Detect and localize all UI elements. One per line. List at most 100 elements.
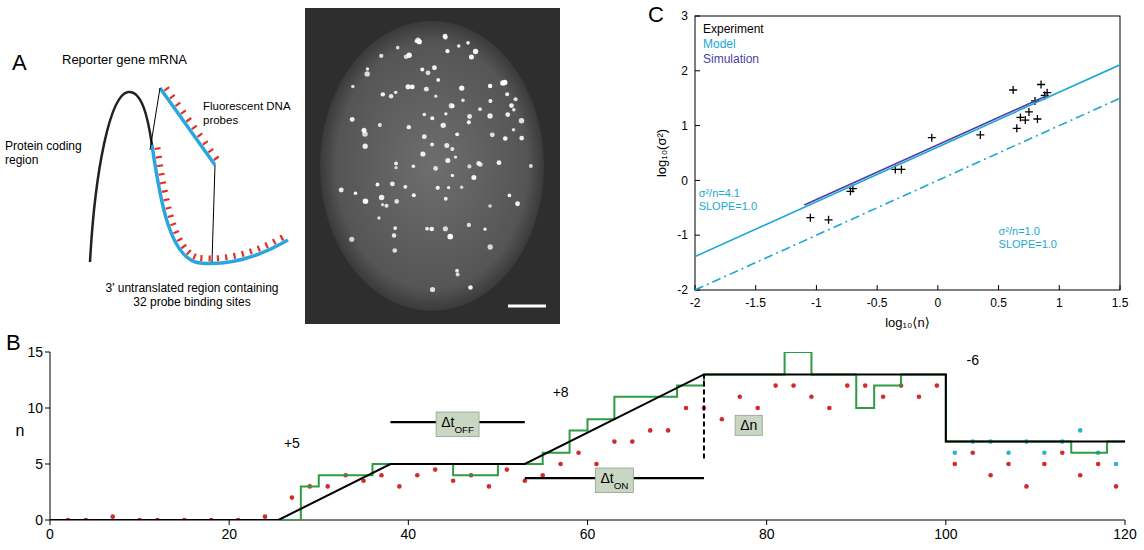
- mrna-spot: [420, 67, 424, 71]
- figure: AReporter gene mRNAFluorescent DNAprobes…: [0, 0, 1144, 550]
- x-tick: [1125, 520, 1126, 525]
- mrna-spot: [394, 162, 398, 166]
- probe: [170, 223, 176, 225]
- probe: [225, 254, 228, 260]
- mrna-spot: [350, 117, 355, 122]
- mrna-spot: [436, 78, 440, 82]
- mrna-spot: [429, 227, 434, 232]
- mrna-spot: [476, 161, 481, 166]
- x-tick: [877, 285, 878, 290]
- mrna-spot: [376, 183, 380, 187]
- y-tick: [695, 125, 700, 126]
- probe: [242, 251, 244, 257]
- y-tick: [45, 352, 50, 353]
- mrna-spot: [488, 99, 492, 103]
- scatter-point: [917, 395, 922, 400]
- x-tick: [408, 520, 409, 525]
- x-tick: [937, 285, 938, 290]
- coding-label: region: [5, 153, 38, 167]
- y-tick: [45, 408, 50, 409]
- x-tick: [755, 285, 756, 290]
- scatter-point: [1114, 484, 1119, 489]
- utr-region: [152, 145, 288, 263]
- scatter-point: [290, 495, 295, 500]
- mrna-spot: [384, 204, 388, 208]
- plot-area: [695, 65, 1120, 290]
- mrna-spot: [444, 143, 449, 148]
- annotation: ΔtOFF: [441, 414, 474, 435]
- mrna-spot: [454, 155, 457, 158]
- mrna-spot: [434, 95, 437, 98]
- x-tick-label: 0: [46, 526, 54, 542]
- probe: [155, 147, 161, 150]
- mrna-spot: [459, 85, 464, 90]
- x-tick-label: 40: [401, 526, 417, 542]
- mrna-spot: [377, 216, 380, 219]
- scatter-point: [1009, 86, 1017, 94]
- scatter-point: [522, 479, 527, 484]
- probe: [250, 249, 252, 255]
- scatter-point: [576, 451, 581, 456]
- scatter-point: [737, 395, 742, 400]
- probe: [273, 239, 276, 244]
- probe: [177, 238, 182, 241]
- probe: [258, 246, 260, 252]
- mrna-spot: [406, 84, 411, 89]
- annotation-subscript: OFF: [454, 424, 474, 435]
- scatter-point: [1060, 451, 1065, 456]
- annotation-subscript: ON: [614, 480, 629, 491]
- scatter-point: [666, 428, 671, 433]
- mrna-spot: [444, 197, 448, 201]
- probe-label: probes: [203, 114, 238, 126]
- scatter-point: [110, 514, 115, 519]
- mrna-spot: [466, 41, 470, 45]
- mrna-spot: [483, 228, 486, 231]
- interval-line: [703, 374, 705, 458]
- legend-entry: Model: [703, 37, 736, 51]
- mrna-spot: [519, 136, 524, 141]
- y-tick-label: -1: [677, 228, 688, 242]
- annotation-line: SLOPE=1.0: [699, 200, 757, 212]
- mrna-spot: [467, 114, 472, 119]
- scatter-point: [487, 484, 492, 489]
- probe: [208, 149, 213, 152]
- mrna-spot: [450, 147, 454, 151]
- scatter-point: [1096, 462, 1101, 467]
- scatter-point: [415, 473, 420, 478]
- line-series: [695, 65, 1120, 257]
- mrna-spot: [425, 227, 429, 231]
- mrna-spot: [396, 46, 400, 50]
- mrna-spot: [415, 38, 420, 43]
- mrna-spot: [503, 136, 508, 141]
- micrograph: [305, 8, 560, 324]
- panel-label: B: [6, 330, 21, 355]
- mrna-spot: [467, 164, 471, 168]
- scatter-point: [720, 417, 725, 422]
- mrna-spot: [354, 192, 358, 196]
- x-tick-label: 0.5: [990, 296, 1007, 310]
- x-tick: [229, 520, 230, 525]
- mrna-spot: [508, 194, 512, 198]
- mrna-spot: [379, 195, 384, 200]
- mrna-spot: [478, 107, 482, 111]
- x-tick-label: -1: [811, 296, 822, 310]
- y-tick-label: 0: [35, 512, 43, 528]
- y-tick-label: 2: [681, 64, 688, 78]
- scatter-point: [825, 216, 833, 224]
- mrna-spot: [455, 269, 459, 273]
- scatter-point: [1006, 451, 1011, 456]
- mrna-spot: [423, 113, 427, 117]
- mrna-spot: [412, 165, 415, 168]
- scatter-point: [648, 428, 653, 433]
- mrna-spot: [473, 49, 478, 54]
- mrna-spot: [451, 174, 454, 177]
- scatter-point: [827, 406, 832, 411]
- mrna-spot: [366, 67, 369, 70]
- x-tick-label: -0.5: [867, 296, 888, 310]
- mrna-spot: [512, 128, 516, 132]
- panel-a: AReporter gene mRNAFluorescent DNAprobes…: [5, 8, 560, 324]
- mrna-spot: [471, 175, 476, 180]
- annotation-text: Δn: [740, 417, 757, 433]
- legend-entry: Simulation: [703, 52, 759, 66]
- mrna-spot: [443, 34, 448, 39]
